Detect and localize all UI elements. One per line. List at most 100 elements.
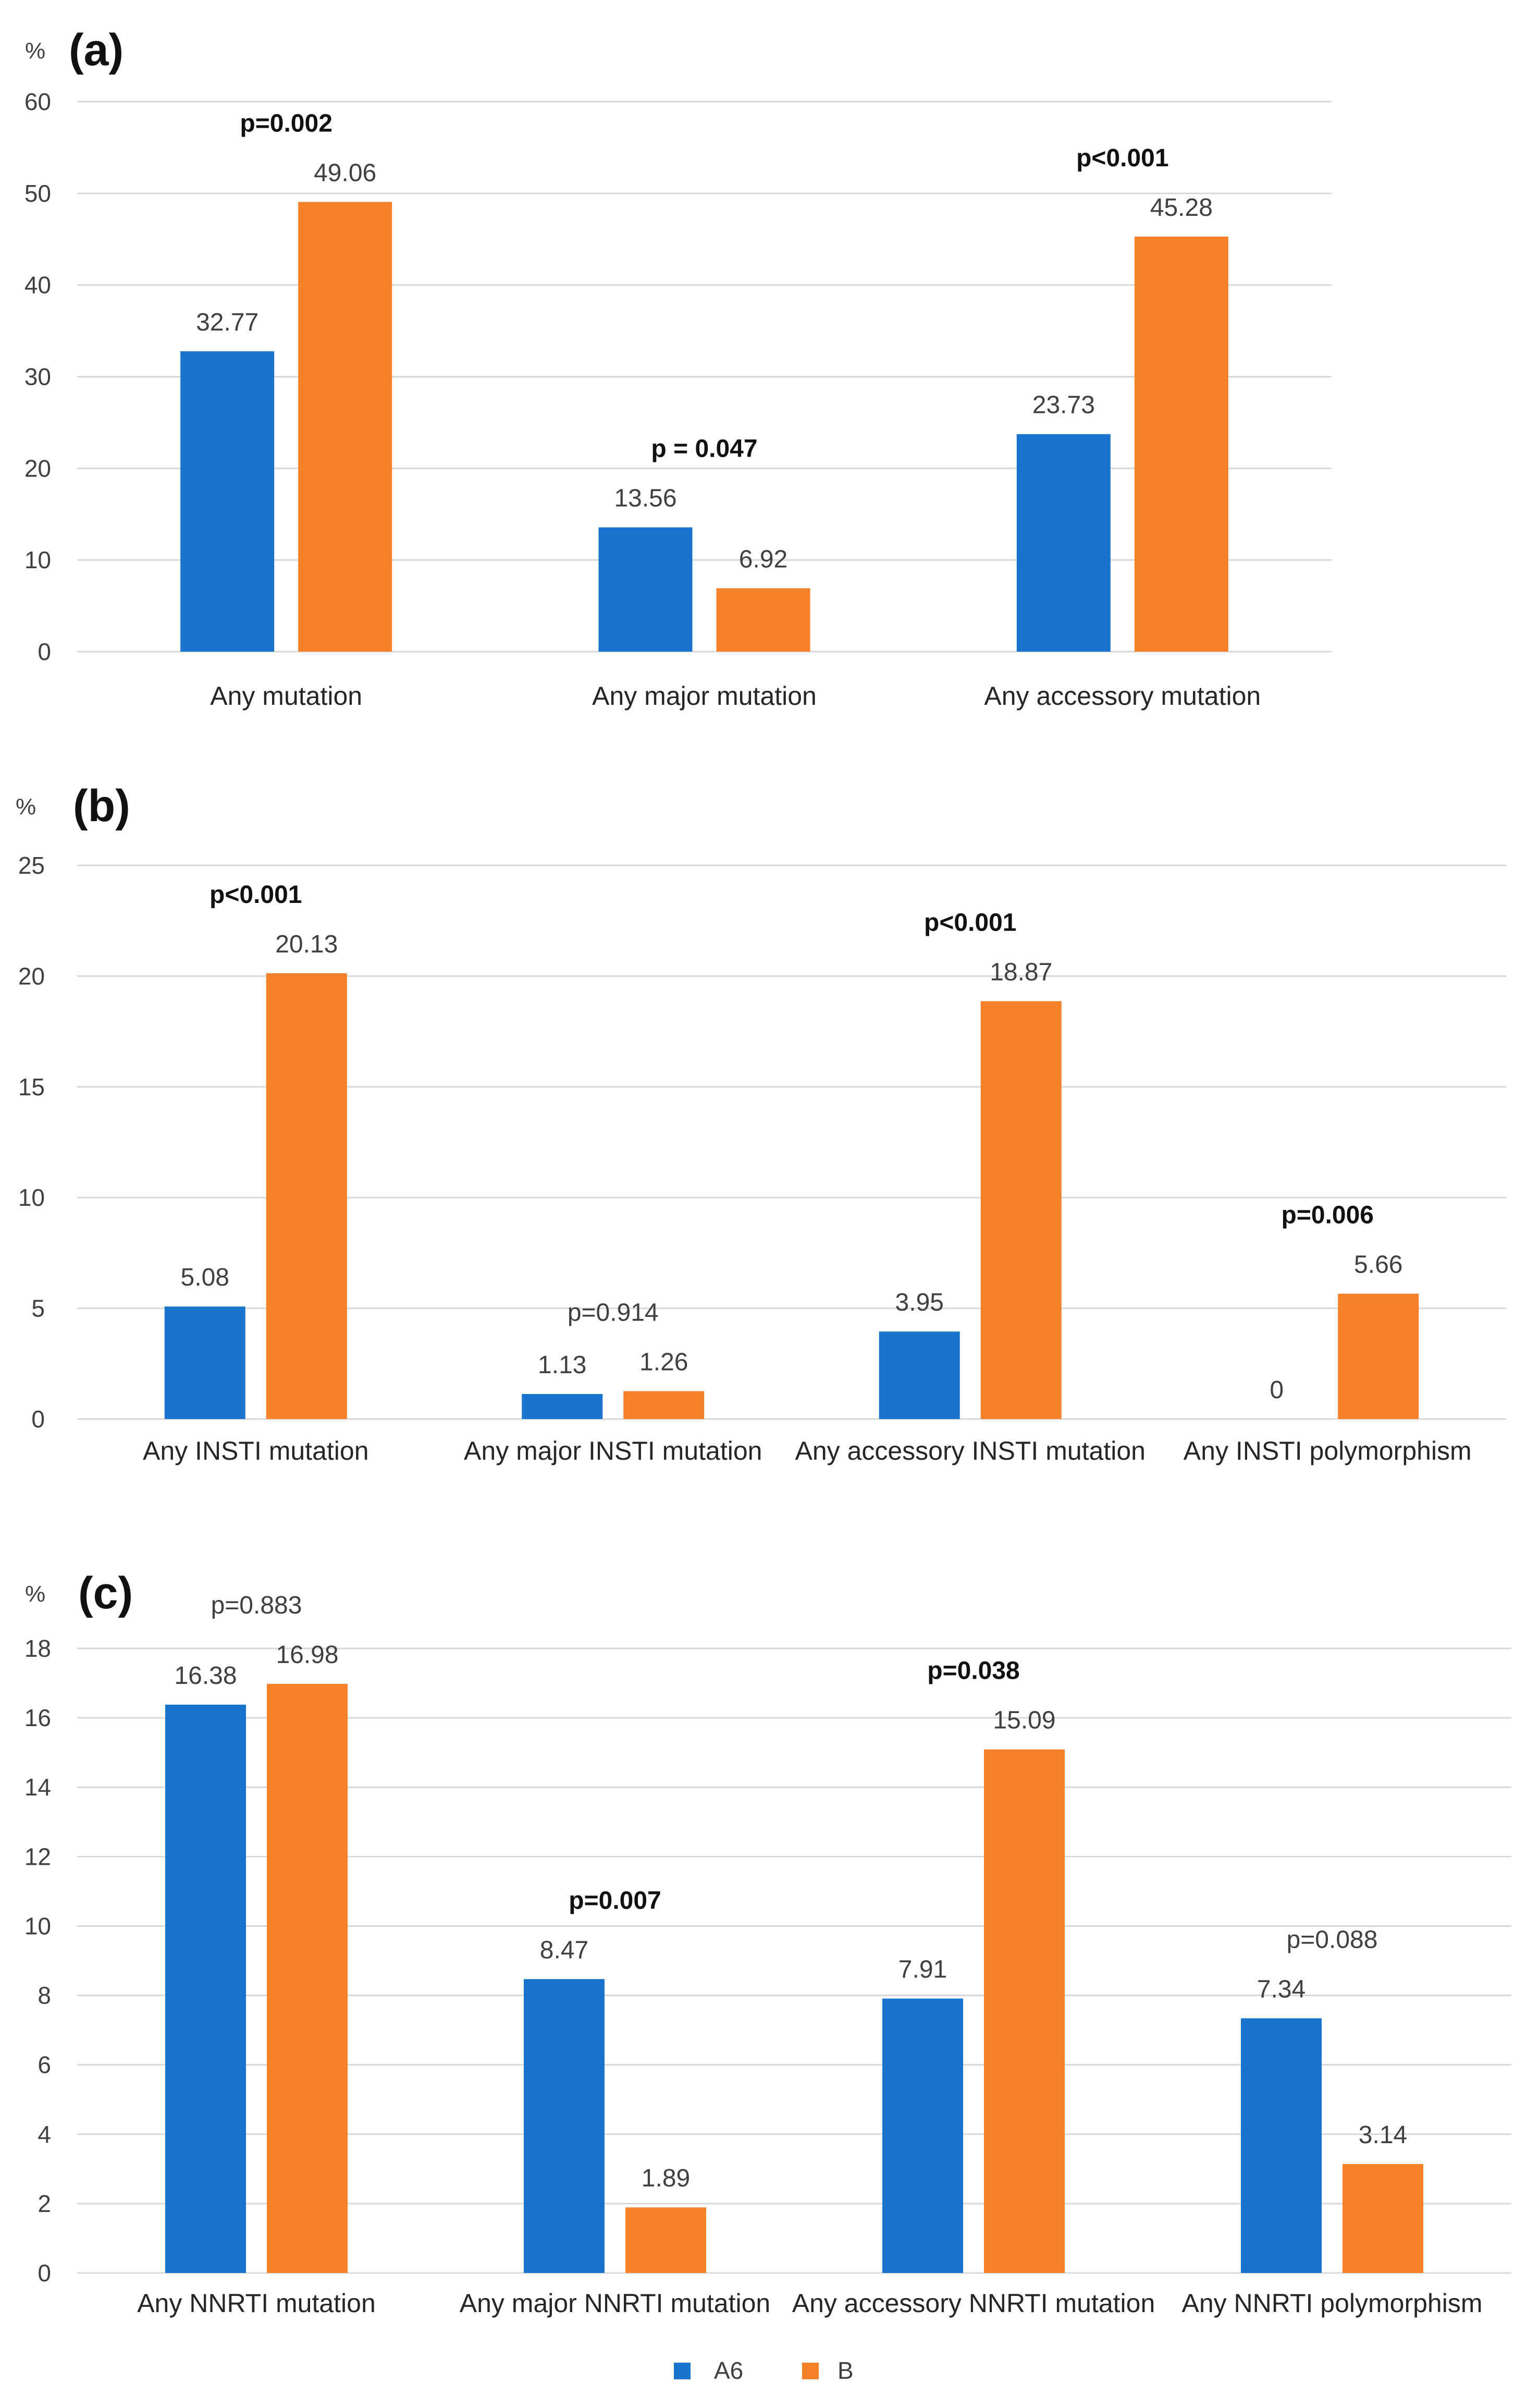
p-value-label: p<0.001: [924, 909, 1016, 936]
value-label: 1.13: [538, 1351, 586, 1379]
category-label: Any major mutation: [592, 681, 817, 711]
bar-b: [298, 202, 392, 652]
y-tick-labels: 0 2 4 6 8 10 12 14 16 18: [24, 1635, 51, 2287]
bars: [180, 202, 1228, 652]
y-tick-label: 10: [24, 546, 51, 573]
value-label: 0: [1270, 1376, 1284, 1404]
unit-label: %: [25, 1581, 45, 1607]
value-label: 3.14: [1359, 2121, 1407, 2149]
category-label: Any mutation: [210, 681, 362, 711]
p-value-label: p=0.914: [568, 1299, 659, 1326]
y-tick-label: 5: [31, 1295, 45, 1322]
category-label: Any major NNRTI mutation: [460, 2289, 770, 2318]
y-tick-label: 0: [31, 1405, 45, 1433]
p-value-labels: p=0.002 p = 0.047 p<0.001: [240, 109, 1168, 462]
p-value-labels: p<0.001 p=0.914 p<0.001 p=0.006: [210, 881, 1374, 1327]
y-tick-label: 10: [24, 1912, 51, 1939]
bar-b: [1343, 2164, 1423, 2273]
bar-b: [984, 1749, 1065, 2273]
bar-b: [267, 1683, 348, 2273]
bars: [164, 973, 1419, 1419]
p-value-label: p=0.007: [569, 1887, 661, 1914]
y-tick-label: 2: [38, 2190, 51, 2217]
y-tick-label: 25: [18, 852, 45, 879]
y-tick-label: 40: [24, 272, 51, 299]
y-tick-label: 50: [24, 180, 51, 207]
category-label: Any accessory mutation: [984, 681, 1261, 711]
category-label: Any major INSTI mutation: [464, 1436, 762, 1465]
value-label: 32.77: [196, 309, 258, 336]
y-tick-label: 6: [38, 2051, 51, 2079]
panel-a: % (a) 0 10 20 30 40 50 60 32.77 49.06 13.56 6.92 2…: [24, 25, 1332, 711]
bar-a6: [598, 527, 693, 652]
y-tick-label: 0: [38, 638, 51, 665]
y-tick-label: 4: [38, 2121, 51, 2148]
p-value-label: p=0.006: [1282, 1202, 1374, 1229]
bar-a6: [164, 1306, 245, 1419]
y-tick-label: 60: [24, 88, 51, 115]
y-tick-label: 30: [24, 363, 51, 390]
bar-b: [266, 973, 347, 1419]
p-value-label: p=0.038: [927, 1657, 1019, 1685]
value-label: 15.09: [993, 1707, 1055, 1734]
y-tick-label: 14: [24, 1774, 51, 1801]
panel-b: % (b) 0 5 10 15 20 25 5.08 20.13 1.13 1.26 3.95 18…: [16, 781, 1506, 1465]
bar-b: [1338, 1293, 1419, 1419]
unit-label: %: [25, 38, 45, 64]
p-value-labels: p=0.883 p=0.007 p=0.038 p=0.088: [211, 1592, 1378, 1954]
legend-swatch-a6: [674, 2363, 691, 2379]
p-value-label: p = 0.047: [651, 435, 757, 463]
bar-a6: [879, 1331, 960, 1419]
value-label: 23.73: [1032, 392, 1095, 419]
bar-a6: [882, 1998, 963, 2273]
p-value-label: p=0.002: [240, 109, 332, 137]
y-tick-label: 15: [18, 1073, 45, 1101]
category-label: Any accessory INSTI mutation: [795, 1436, 1146, 1465]
value-label: 13.56: [614, 485, 676, 512]
unit-label: %: [16, 794, 36, 820]
value-label: 1.89: [642, 2165, 690, 2192]
legend-swatch-b: [802, 2363, 819, 2379]
bar-a6: [180, 351, 275, 652]
y-tick-label: 18: [24, 1635, 51, 1662]
value-label: 8.47: [540, 1936, 588, 1964]
bar-b: [980, 1001, 1062, 1419]
value-label: 5.66: [1354, 1251, 1402, 1279]
value-label: 45.28: [1150, 194, 1213, 222]
y-tick-label: 8: [38, 1982, 51, 2009]
y-tick-label: 10: [18, 1184, 45, 1211]
p-value-label: p=0.088: [1287, 1926, 1378, 1953]
value-label: 16.38: [174, 1662, 237, 1690]
category-labels: Any NNRTI mutation Any major NNRTI mutati…: [137, 2289, 1482, 2318]
value-labels: 16.38 16.98 8.47 1.89 7.91 15.09 7.34 3.14: [174, 1641, 1407, 2192]
y-tick-label: 16: [24, 1704, 51, 1731]
value-label: 49.06: [314, 159, 376, 187]
category-labels: Any INSTI mutation Any major INSTI mutati…: [143, 1436, 1472, 1465]
value-labels: 32.77 49.06 13.56 6.92 23.73 45.28: [196, 159, 1213, 573]
category-label: Any accessory NNRTI mutation: [792, 2289, 1155, 2318]
p-value-label: p=0.883: [211, 1592, 302, 1619]
p-value-label: p<0.001: [1076, 144, 1168, 172]
category-label: Any NNRTI polymorphism: [1181, 2289, 1482, 2318]
bar-a6: [1016, 434, 1111, 652]
category-label: Any INSTI polymorphism: [1184, 1436, 1472, 1465]
bar-b: [625, 2207, 706, 2273]
p-value-label: p<0.001: [210, 881, 302, 909]
value-label: 20.13: [275, 931, 338, 958]
value-label: 5.08: [181, 1264, 229, 1291]
y-tick-label: 12: [24, 1843, 51, 1870]
bar-a6: [524, 1979, 605, 2273]
panel-label: (b): [73, 781, 130, 831]
value-labels: 5.08 20.13 1.13 1.26 3.95 18.87 0 5.66: [181, 931, 1403, 1404]
category-labels: Any mutation Any major mutation Any access…: [210, 681, 1261, 711]
y-tick-labels: 0 10 20 30 40 50 60: [24, 88, 51, 665]
value-label: 16.98: [276, 1641, 338, 1669]
value-label: 18.87: [990, 958, 1052, 986]
panel-c: % (c) 0 2 4 6 8 10 12 14 16 18 16.38 16.98 8.47 1.89…: [24, 1568, 1511, 2318]
value-label: 1.26: [639, 1348, 688, 1376]
legend: A6 B: [674, 2357, 854, 2384]
bar-b: [716, 588, 810, 652]
panel-label: (c): [78, 1568, 133, 1618]
value-label: 6.92: [739, 545, 787, 573]
